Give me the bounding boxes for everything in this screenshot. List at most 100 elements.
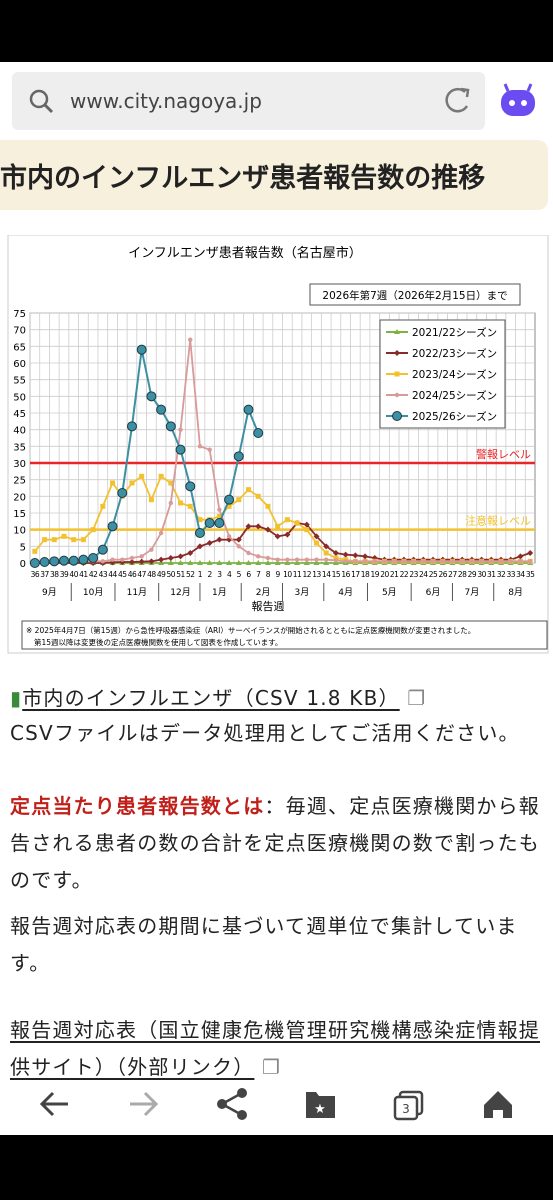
- bookmarks-button[interactable]: ★: [306, 1092, 335, 1118]
- marker: [197, 444, 203, 449]
- x-tick-label: 42: [89, 570, 98, 579]
- home-button[interactable]: [484, 1091, 512, 1118]
- series-line: [34, 339, 531, 563]
- assistant-icon[interactable]: [498, 82, 538, 122]
- y-tick-label: 30: [13, 459, 26, 470]
- x-tick-label: 6: [246, 570, 251, 579]
- x-tick-label: 18: [361, 570, 370, 579]
- y-tick-label: 55: [13, 376, 26, 387]
- marker: [129, 555, 135, 561]
- x-tick-label: 19: [370, 570, 379, 579]
- marker: [245, 523, 252, 530]
- csv-link[interactable]: 市内のインフルエンザ（CSV 1.8 KB）: [22, 686, 400, 710]
- marker: [253, 428, 264, 438]
- marker: [246, 550, 251, 556]
- marker: [71, 537, 77, 543]
- marker: [394, 350, 400, 356]
- x-tick-label: 40: [69, 570, 78, 579]
- x-tick-label: 29: [468, 570, 477, 579]
- x-tick-label: 34: [516, 570, 525, 579]
- marker: [97, 544, 108, 555]
- address-bar[interactable]: www.city.nagoya.jp: [12, 72, 485, 130]
- marker: [49, 556, 60, 567]
- marker: [314, 557, 319, 562]
- marker: [165, 421, 176, 432]
- marker: [255, 560, 262, 565]
- x-tick-label: 14: [322, 570, 331, 579]
- y-tick-label: 15: [13, 509, 26, 520]
- x-tick-label: 5: [237, 570, 242, 579]
- heading-text: 市内のインフルエンザ患者報告数の推移: [0, 163, 486, 194]
- y-tick-label: 50: [13, 392, 26, 403]
- marker: [178, 500, 184, 506]
- marker: [394, 371, 400, 377]
- marker: [175, 444, 186, 455]
- marker: [362, 559, 368, 564]
- marker: [323, 543, 330, 550]
- x-tick-label: 9: [276, 570, 281, 579]
- y-tick-label: 65: [13, 342, 26, 353]
- x-tick-label: 33: [506, 570, 515, 579]
- marker: [313, 560, 320, 565]
- marker: [391, 559, 397, 564]
- x-tick-label: 48: [147, 570, 156, 579]
- marker: [126, 421, 137, 432]
- marker: [178, 427, 183, 432]
- marker: [120, 557, 125, 562]
- marker: [294, 560, 301, 565]
- marker: [489, 559, 494, 564]
- y-tick-label: 5: [20, 542, 26, 553]
- legend-label: 2024/25シーズン: [412, 389, 497, 402]
- marker: [216, 513, 222, 519]
- marker: [100, 503, 106, 509]
- marker: [107, 521, 118, 532]
- marker: [324, 557, 329, 562]
- definition: 定点当たり患者報告数とは：毎週、定点医療機関から報告される患者の数の合計を定点医…: [10, 788, 545, 899]
- x-tick-label: 50: [167, 570, 176, 579]
- marker: [194, 528, 205, 538]
- x-tick-label: 41: [79, 570, 88, 579]
- marker: [255, 523, 262, 530]
- marker: [128, 559, 135, 565]
- x-tick-label: 32: [497, 570, 506, 579]
- x-tick-label: 12: [303, 570, 312, 579]
- marker: [58, 555, 69, 566]
- share-button[interactable]: [217, 1088, 247, 1120]
- tabs-button[interactable]: 3: [393, 1090, 424, 1121]
- marker: [110, 480, 116, 486]
- x-tick-label: 17: [351, 570, 360, 579]
- marker: [469, 559, 475, 564]
- x-tick-label: 16: [341, 570, 350, 579]
- marker: [139, 473, 145, 479]
- x-tick-label: 51: [176, 570, 185, 579]
- external-link[interactable]: 報告週対応表（国立健康危機管理研究機構感染症情報提供サイト）（外部リンク）: [10, 1018, 540, 1079]
- csv-note: CSVファイルはデータ処理用としてご活用ください。: [10, 721, 520, 745]
- marker: [214, 518, 225, 528]
- section-heading: 市内のインフルエンザ患者報告数の推移: [0, 140, 548, 210]
- marker: [29, 558, 40, 568]
- marker: [167, 555, 174, 561]
- marker: [226, 536, 233, 543]
- marker: [177, 553, 184, 560]
- x-tick-label: 23: [409, 570, 418, 579]
- marker: [146, 391, 157, 402]
- x-tick-label: 52: [186, 570, 195, 579]
- x-tick-label: 38: [50, 570, 59, 579]
- x-tick-label: 4: [227, 570, 232, 579]
- x-tick-label: 46: [128, 570, 137, 579]
- marker: [139, 554, 144, 559]
- x-tick-label: 30: [477, 570, 486, 579]
- marker: [148, 558, 155, 565]
- marker: [527, 559, 533, 564]
- x-tick-label: 7: [256, 570, 261, 579]
- back-button[interactable]: [39, 1091, 68, 1117]
- marker: [158, 556, 165, 563]
- marker: [187, 503, 193, 509]
- marker: [498, 559, 504, 564]
- marker: [285, 557, 290, 562]
- legend-label: 2025/26シーズン: [412, 410, 497, 423]
- forward-button[interactable]: [130, 1091, 159, 1117]
- x-tick-label: 20: [380, 570, 389, 579]
- marker: [177, 560, 184, 565]
- marker: [207, 447, 212, 452]
